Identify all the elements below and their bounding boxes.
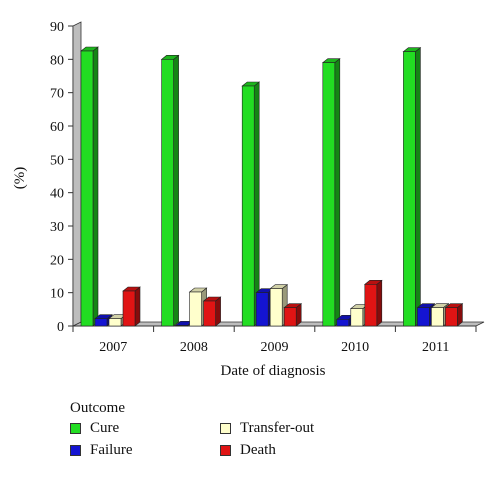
legend-item-transfer-out: Transfer-out	[220, 420, 380, 438]
legend-title: Outcome	[70, 400, 125, 416]
y-tick-label: 30	[50, 220, 64, 235]
y-tick-label: 90	[50, 20, 64, 35]
legend-label-cure: Cure	[90, 420, 120, 436]
legend: Outcome Cure Failure Transfer-out Death	[70, 398, 390, 468]
y-tick-label: 80	[50, 53, 64, 68]
y-tick-label: 70	[50, 87, 64, 102]
bars-layer	[80, 46, 464, 327]
y-axis-title: (%)	[12, 167, 28, 190]
bar-cure-2010	[321, 58, 341, 327]
legend-item-failure: Failure	[70, 442, 210, 460]
bar-cure-2007	[80, 46, 99, 327]
bar-death-2008	[202, 296, 222, 327]
axes-layer	[68, 21, 477, 332]
labels-layer: 0 10 20 30 40 50 60 70 80 90 2007 2008 2009 2010 2011	[50, 20, 449, 355]
bar-death-2007	[122, 286, 141, 327]
y-tick-label: 20	[50, 253, 64, 268]
legend-swatch-death	[220, 445, 231, 456]
x-tick-label: 2007	[99, 340, 127, 355]
legend-swatch-failure	[70, 445, 81, 456]
y-axis-wall	[72, 21, 82, 327]
x-tick-label: 2010	[341, 340, 369, 355]
legend-label-transfer-out: Transfer-out	[240, 420, 315, 436]
x-tick-label: 2008	[180, 340, 208, 355]
x-tick-label: 2009	[261, 340, 289, 355]
bar-cure-2011	[402, 47, 422, 327]
legend-item-cure: Cure	[70, 420, 210, 438]
y-tick-label: 60	[50, 120, 64, 135]
x-axis-title: Date of diagnosis	[221, 363, 326, 379]
legend-label-death: Death	[240, 442, 276, 458]
y-tick-label: 10	[50, 287, 64, 302]
bar-cure-2008	[160, 54, 180, 327]
bar-death-2011	[444, 303, 464, 327]
legend-swatch-transfer-out	[220, 423, 231, 434]
bar-cure-2009	[241, 81, 261, 327]
y-tick-label: 40	[50, 187, 64, 202]
y-tick-label: 50	[50, 153, 64, 168]
legend-swatch-cure	[70, 423, 81, 434]
legend-item-death: Death	[220, 442, 380, 460]
x-tick-label: 2011	[422, 340, 449, 355]
bar-death-2009	[283, 303, 303, 327]
legend-label-failure: Failure	[90, 442, 133, 458]
bar-death-2010	[363, 279, 383, 327]
y-tick-label: 0	[57, 320, 64, 335]
